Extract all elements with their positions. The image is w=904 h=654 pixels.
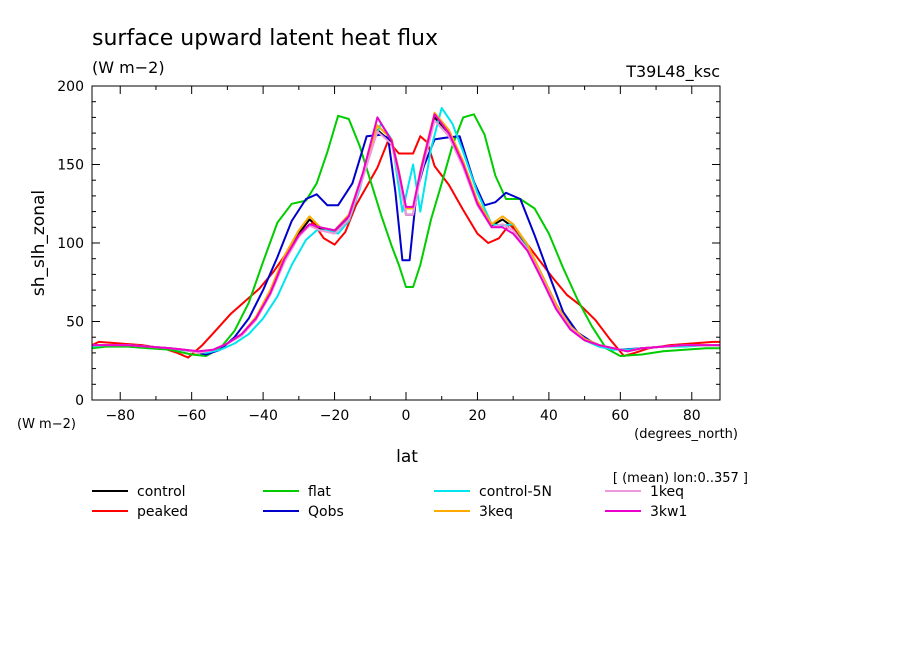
legend-label: 3kw1: [650, 504, 687, 520]
y-tick-label: 100: [57, 236, 84, 252]
legend: control peaked flat Qobs control-5N 3keq 1keq 3…: [92, 484, 687, 520]
tick-layer: −80 −60 −40 −20 0 20 40 60 80 0 50 100 150 200: [57, 79, 720, 424]
averaging-note: [ (mean) lon:0..357 ]: [613, 471, 748, 486]
series-line-3kw1: [92, 113, 720, 353]
x-tick-label: 0: [402, 408, 411, 424]
y-tick-label: 150: [57, 158, 84, 174]
chart-units: (W m−2): [92, 58, 165, 77]
series-line-3keq: [92, 111, 720, 354]
run-label: T39L48_ksc: [625, 62, 720, 82]
series-line-1keq: [92, 119, 720, 354]
legend-item-control: control: [92, 484, 186, 500]
y-tick-label: 200: [57, 79, 84, 95]
y-axis-units: (W m−2): [17, 417, 76, 432]
y-tick-label: 50: [66, 315, 84, 331]
x-tick-label: −80: [105, 408, 135, 424]
legend-label: control-5N: [479, 484, 552, 500]
legend-label: 3keq: [479, 504, 513, 520]
legend-item-3kw1: 3kw1: [605, 504, 687, 520]
y-tick-label: 0: [75, 393, 84, 409]
x-tick-label: 20: [469, 408, 487, 424]
x-tick-label: 40: [540, 408, 558, 424]
x-tick-label: −60: [177, 408, 207, 424]
x-tick-label: −20: [320, 408, 350, 424]
legend-label: Qobs: [308, 504, 344, 520]
series-line-control-5N: [91, 107, 720, 354]
legend-item-1keq: 1keq: [605, 484, 684, 500]
series-line-flat: [91, 113, 720, 357]
series-line-Qobs: [92, 133, 720, 356]
legend-item-flat: flat: [263, 484, 331, 500]
x-axis-label: lat: [396, 447, 418, 467]
x-tick-label: 80: [683, 408, 701, 424]
x-tick-label: −40: [248, 408, 278, 424]
legend-label: control: [137, 484, 186, 500]
legend-item-control-5N: control-5N: [434, 484, 552, 500]
y-axis-label: sh_slh_zonal: [29, 190, 49, 296]
legend-item-Qobs: Qobs: [263, 504, 344, 520]
x-axis-units: (degrees_north): [634, 427, 738, 442]
series-line-peaked: [91, 135, 720, 359]
legend-label: peaked: [137, 504, 188, 520]
legend-label: 1keq: [650, 484, 684, 500]
series-layer: [91, 107, 720, 359]
legend-label: flat: [308, 484, 331, 500]
legend-item-peaked: peaked: [92, 504, 188, 520]
legend-item-3keq: 3keq: [434, 504, 513, 520]
x-tick-label: 60: [611, 408, 629, 424]
chart-title: surface upward latent heat flux: [92, 26, 438, 51]
